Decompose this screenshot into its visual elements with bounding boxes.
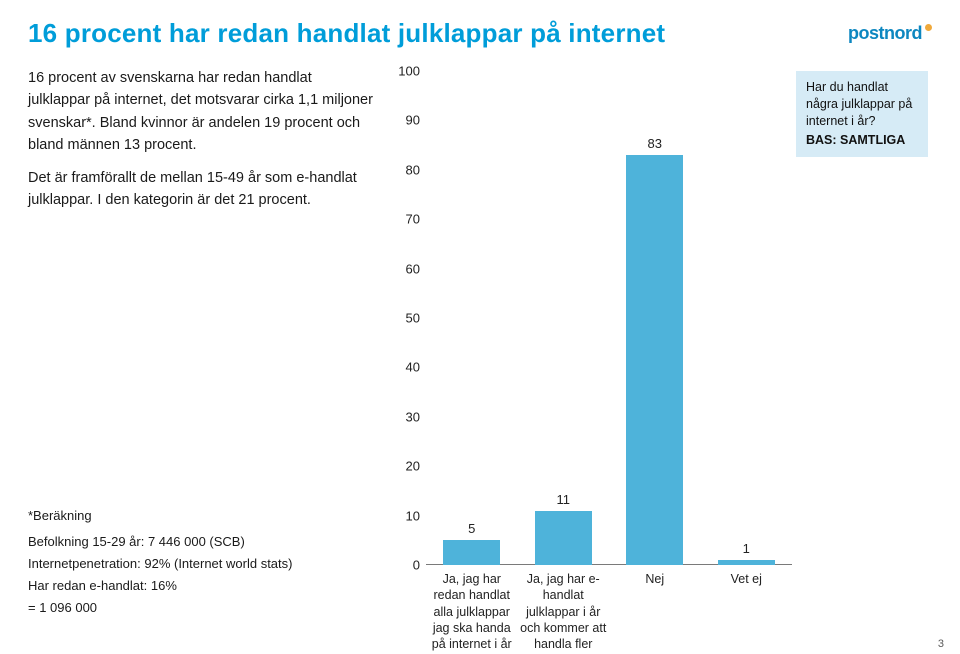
bar-value-label: 5 [468,521,475,536]
y-tick-label: 0 [413,558,420,573]
body-copy: 16 procent av svenskarna har redan handl… [28,67,376,212]
paragraph-1: 16 procent av svenskarna har redan handl… [28,67,376,157]
x-category-label: Vet ej [701,565,793,587]
footnote-line-3: Har redan e-handlat: 16% [28,575,376,597]
y-tick-label: 90 [406,113,420,128]
y-tick-label: 60 [406,261,420,276]
y-tick-label: 100 [398,64,420,79]
page-title: 16 procent har redan handlat julklappar … [28,18,665,49]
y-tick-label: 20 [406,459,420,474]
bar-value-label: 1 [743,541,750,556]
content-row: 16 procent av svenskarna har redan handl… [28,67,932,627]
legend-base: BAS: SAMTLIGA [806,132,918,149]
postnord-logo: postnord [848,23,932,44]
bar-value-label: 83 [648,136,662,151]
plot-area: 01020304050607080901005Ja, jag har redan… [426,71,792,565]
bar-value-label: 11 [556,492,570,507]
paragraph-2: Det är framförallt de mellan 15-49 år so… [28,167,376,212]
x-category-label: Nej [609,565,701,587]
footnote-heading: *Beräkning [28,505,376,527]
footnote-block: *Beräkning Befolkning 15-29 år: 7 446 00… [28,505,376,619]
footnote-line-2: Internetpenetration: 92% (Internet world… [28,553,376,575]
chart-area: 01020304050607080901005Ja, jag har redan… [388,67,932,627]
bar: 83 [626,155,683,565]
chart-legend: Har du handlat några julklappar på inter… [796,71,928,157]
y-tick-label: 30 [406,409,420,424]
x-category-label: Ja, jag har e-handlat julklappar i år oc… [518,565,610,652]
logo-dot-icon [925,24,932,31]
header: 16 procent har redan handlat julklappar … [28,18,932,49]
y-tick-label: 40 [406,360,420,375]
slide: 16 procent har redan handlat julklappar … [0,0,960,654]
bar: 11 [535,511,592,565]
y-tick-label: 50 [406,311,420,326]
footnote-line-1: Befolkning 15-29 år: 7 446 000 (SCB) [28,531,376,553]
page-number: 3 [938,638,944,650]
left-column: 16 procent av svenskarna har redan handl… [28,67,388,627]
footnote-line-4: = 1 096 000 [28,597,376,619]
logo-text: postnord [848,23,922,44]
x-category-label: Ja, jag har redan handlat alla julklappa… [426,565,518,652]
y-tick-label: 70 [406,212,420,227]
legend-question: Har du handlat några julklappar på inter… [806,79,918,130]
y-tick-label: 10 [406,508,420,523]
bar: 5 [443,540,500,565]
y-tick-label: 80 [406,162,420,177]
bar-chart: 01020304050607080901005Ja, jag har redan… [426,71,792,565]
